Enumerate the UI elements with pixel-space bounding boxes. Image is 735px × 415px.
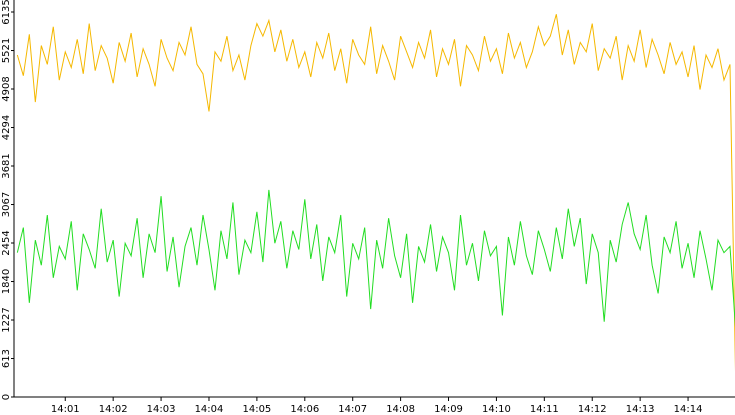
x-tick-label: 14:04 <box>195 404 224 415</box>
y-tick-label: 4908 <box>1 76 12 101</box>
y-tick-label: 0 <box>1 394 12 400</box>
y-tick-label: 4294 <box>1 115 12 140</box>
x-tick-label: 14:06 <box>290 404 319 415</box>
x-tick-label: 14:14 <box>674 404 703 415</box>
y-tick-label: 1227 <box>1 307 12 332</box>
x-tick-label: 14:10 <box>482 404 511 415</box>
x-tick-label: 14:03 <box>147 404 176 415</box>
x-tick-label: 14:07 <box>338 404 367 415</box>
y-tick-label: 3681 <box>1 153 12 178</box>
y-tick-label: 2454 <box>1 230 12 255</box>
x-tick-label: 14:11 <box>530 404 559 415</box>
x-tick-label: 14:08 <box>386 404 415 415</box>
y-tick-label: 5521 <box>1 38 12 63</box>
y-tick-label: 3067 <box>1 192 12 217</box>
x-tick-label: 14:02 <box>99 404 128 415</box>
series-line <box>16 189 735 328</box>
x-tick-label: 14:01 <box>51 404 80 415</box>
x-tick-label: 14:05 <box>242 404 271 415</box>
x-tick-label: 14:12 <box>578 404 607 415</box>
x-tick-label: 14:09 <box>434 404 463 415</box>
x-tick-label: 14:13 <box>626 404 655 415</box>
y-tick-label: 6135 <box>1 0 12 25</box>
series-line <box>16 14 735 372</box>
y-tick-label: 1840 <box>1 269 12 294</box>
y-tick-label: 613 <box>1 349 12 368</box>
